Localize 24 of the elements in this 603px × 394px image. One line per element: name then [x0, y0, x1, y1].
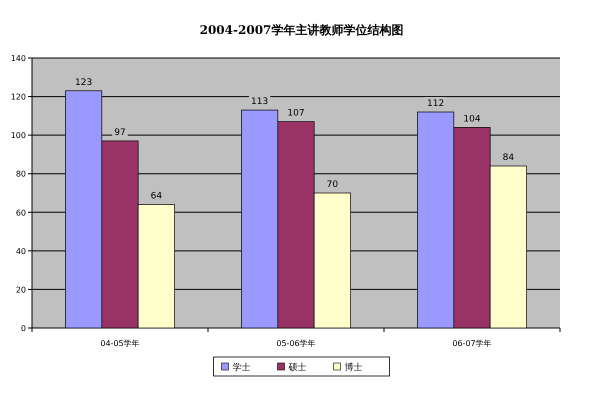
data-label: 123 — [75, 78, 92, 88]
x-tick-label: 05-06学年 — [276, 339, 316, 348]
data-label: 112 — [427, 99, 444, 109]
y-tick-label: 40 — [16, 246, 26, 256]
legend-label: 学士 — [232, 362, 250, 373]
data-label: 104 — [463, 114, 481, 124]
y-tick-label: 120 — [10, 92, 26, 102]
legend-label: 博士 — [344, 362, 362, 373]
y-tick-label: 0 — [20, 324, 26, 333]
y-tick-label: 80 — [16, 170, 26, 179]
y-tick-label: 140 — [10, 54, 26, 63]
data-label: 84 — [502, 153, 514, 163]
y-tick-label: 100 — [10, 131, 26, 140]
data-label: 70 — [326, 180, 338, 190]
data-label: 107 — [287, 108, 305, 119]
chart-title: 2004-2007学年主讲教师学位结构图 — [200, 23, 404, 37]
legend-label: 硕士 — [288, 362, 306, 373]
x-tick-label: 04-05学年 — [100, 339, 140, 348]
data-label: 97 — [114, 128, 126, 138]
data-label: 113 — [251, 97, 268, 108]
x-tick-label: 06-07学年 — [452, 339, 492, 348]
y-tick-label: 20 — [16, 285, 26, 294]
y-tick-label: 60 — [16, 208, 26, 218]
data-label: 64 — [150, 192, 162, 202]
